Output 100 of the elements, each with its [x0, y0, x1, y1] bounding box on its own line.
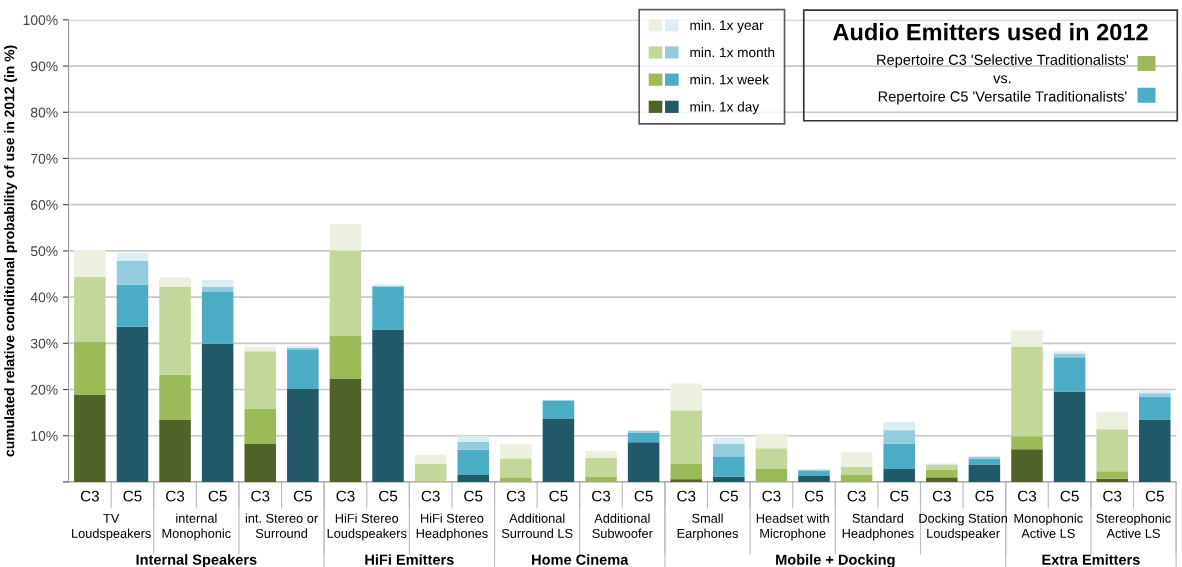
y-tick-label: 20% — [31, 384, 58, 395]
x-tick-label: C3 — [506, 490, 525, 502]
bar — [159, 286, 191, 375]
x-tick-label: C5 — [379, 490, 398, 502]
bar — [1053, 357, 1086, 392]
bar — [542, 419, 575, 482]
bar — [116, 261, 149, 285]
text: Monophonic Active LS — [1014, 513, 1083, 538]
x-tick-label: C3 — [80, 490, 99, 502]
y-tick-label: 40% — [30, 292, 58, 303]
x-tick-label: C5 — [1060, 490, 1079, 502]
bar — [713, 443, 745, 457]
bar — [500, 477, 532, 482]
x-tick-label: C5 — [975, 490, 994, 502]
bar — [116, 326, 149, 482]
text: Internal Speakers — [136, 554, 257, 567]
text: Docking Station Loudspeaker — [919, 513, 1008, 541]
x-tick-label: C3 — [592, 490, 611, 502]
x-tick-label: C5 — [634, 490, 653, 502]
bar — [329, 224, 362, 251]
bar — [968, 458, 1001, 465]
x-tick-label: C3 — [847, 490, 866, 502]
bar — [500, 458, 532, 478]
bar — [372, 329, 404, 482]
bar — [201, 286, 234, 293]
x-tick-label: C3 — [336, 490, 355, 502]
bar — [1011, 346, 1043, 437]
y-tick-label: 10% — [31, 431, 58, 441]
bar — [159, 420, 191, 482]
text: Headset with Microphone — [756, 513, 829, 541]
bar — [840, 466, 873, 476]
bar — [670, 479, 702, 482]
bar — [670, 410, 702, 464]
bar — [1053, 353, 1086, 358]
text: TV Loudspeakers — [72, 513, 151, 541]
text: int. Stereo or Surround — [245, 513, 318, 538]
bar — [500, 444, 532, 459]
x-tick-label: C3 — [1018, 490, 1037, 502]
bar — [74, 341, 106, 396]
bar — [457, 475, 489, 482]
x-tick-label: C3 — [166, 490, 185, 502]
y-axis-title: cumulated relative conditional probability of use in 2012 (in %) — [4, 45, 18, 457]
x-tick-label: C3 — [1103, 490, 1122, 502]
bar — [74, 276, 106, 342]
bar — [201, 280, 234, 287]
bar — [713, 476, 745, 482]
y-tick-label: 60% — [31, 200, 58, 210]
bar — [670, 383, 702, 411]
bar — [1011, 330, 1043, 347]
bar — [542, 400, 575, 420]
bar — [670, 463, 702, 480]
x-tick-label: C5 — [549, 490, 568, 502]
bar — [883, 469, 915, 482]
bar — [755, 448, 788, 470]
bar — [627, 432, 660, 443]
bar — [883, 421, 915, 431]
bar — [713, 457, 745, 477]
bar — [840, 451, 873, 467]
bar — [414, 463, 447, 482]
x-tick-label: C5 — [464, 490, 483, 502]
bar — [926, 477, 958, 482]
bar — [329, 335, 362, 379]
x-tick-label: C5 — [293, 490, 312, 502]
bar — [329, 250, 362, 336]
text: Additional Subwoofer — [592, 513, 653, 538]
bar — [1096, 471, 1128, 479]
x-tick-label: C3 — [421, 490, 440, 502]
bar — [457, 441, 489, 450]
x-tick-label: C5 — [719, 490, 738, 502]
bar — [201, 343, 234, 482]
text: HiFi Stereo Loudspeakers — [327, 513, 407, 541]
x-tick-label: C3 — [677, 490, 696, 502]
bar — [116, 252, 149, 262]
bar — [926, 464, 958, 470]
bar — [1139, 419, 1171, 482]
legend-label: min. 1x week — [690, 74, 769, 85]
x-tick-label: C5 — [208, 490, 227, 502]
chart-title: Audio Emitters used in 2012 — [833, 23, 1148, 41]
y-tick-label: 70% — [31, 153, 58, 164]
bar — [116, 284, 149, 327]
bar — [74, 249, 106, 277]
bar — [926, 469, 958, 478]
y-tick-label: 100% — [23, 15, 58, 26]
bar — [1096, 478, 1128, 482]
text: Standard Headphones — [842, 513, 914, 541]
x-tick-label: C3 — [932, 490, 951, 502]
bar — [457, 435, 489, 442]
bar — [883, 430, 915, 444]
bar — [159, 277, 191, 287]
bar — [755, 469, 788, 482]
bar — [414, 454, 447, 464]
legend-label: min. 1x day — [690, 101, 760, 115]
x-tick-label: C5 — [1145, 490, 1164, 502]
bar — [457, 449, 489, 476]
y-tick-label: 50% — [30, 246, 58, 257]
bar — [883, 443, 915, 470]
bar — [1011, 436, 1043, 450]
bar — [244, 408, 277, 445]
text: Home Cinema — [532, 554, 629, 565]
text: Stereophonic Active LS — [1096, 513, 1171, 538]
